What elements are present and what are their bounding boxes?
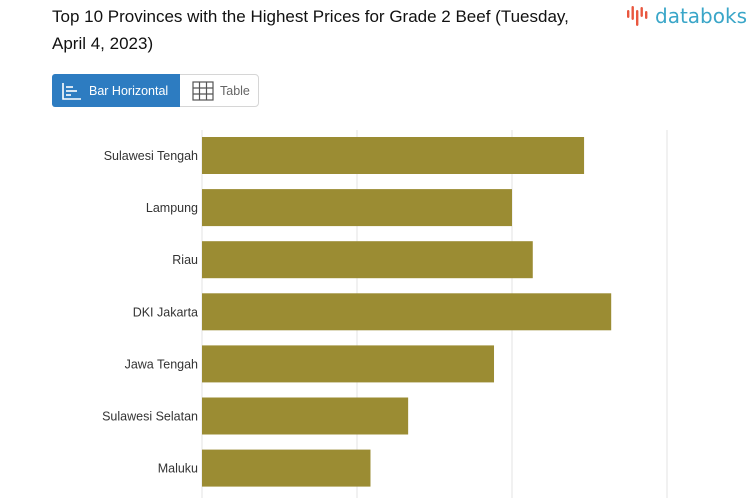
tab-table[interactable]: Table [180, 75, 250, 106]
databoks-logo-icon [627, 6, 648, 26]
category-label: Riau [172, 253, 198, 267]
view-toggle: Bar Horizontal Table [52, 74, 259, 107]
chart-title: Top 10 Provinces with the Highest Prices… [52, 7, 569, 53]
brand-name: databoks [655, 4, 747, 28]
bar[interactable] [202, 241, 533, 279]
tab-table-label: Table [220, 83, 250, 98]
category-label: Lampung [146, 201, 198, 215]
bar[interactable] [202, 397, 409, 435]
bar[interactable] [202, 449, 371, 487]
category-label: Sulawesi Tengah [104, 149, 198, 163]
tab-bar-horizontal[interactable]: Bar Horizontal [52, 74, 180, 107]
bar[interactable] [202, 293, 612, 331]
category-label: Sulawesi Selatan [102, 410, 198, 424]
category-label: DKI Jakarta [133, 305, 198, 319]
category-label: Maluku [158, 462, 198, 476]
bar[interactable] [202, 137, 585, 174]
bar-chart-icon [62, 82, 81, 100]
bar[interactable] [202, 345, 495, 383]
tab-bar-horizontal-label: Bar Horizontal [89, 83, 169, 98]
category-label: Jawa Tengah [125, 357, 198, 371]
bar[interactable] [202, 189, 512, 227]
databoks-logo[interactable]: databoks [626, 3, 747, 29]
table-icon [192, 80, 214, 101]
